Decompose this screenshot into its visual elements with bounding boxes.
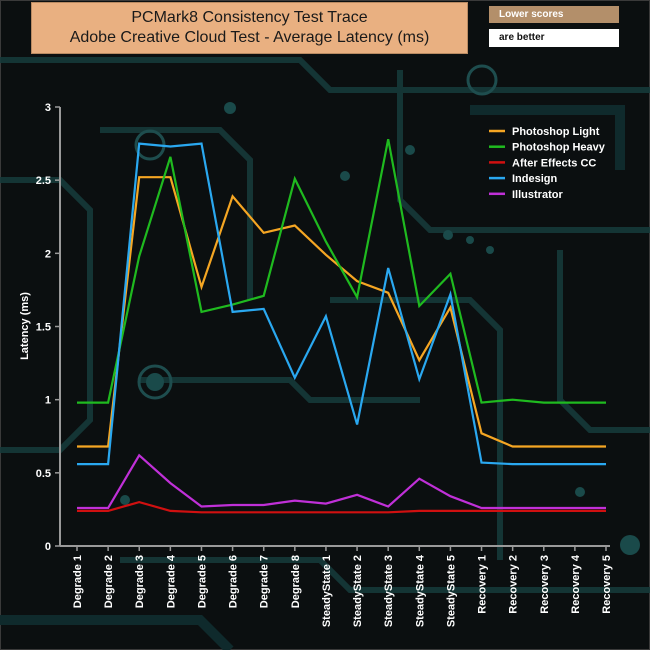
x-tick-label: SteadyState 1 bbox=[321, 555, 333, 627]
y-tick-label: 0 bbox=[45, 541, 51, 553]
x-tick-label: Recovery 2 bbox=[508, 555, 520, 614]
x-tick-label: Degrade 8 bbox=[290, 555, 302, 608]
chart-title-line-1: PCMark8 Consistency Test Trace bbox=[131, 9, 368, 26]
series-line-1 bbox=[77, 138, 606, 404]
legend-label: Indesign bbox=[512, 173, 558, 185]
x-tick-label: SteadyState 3 bbox=[383, 555, 395, 627]
x-tick-label: SteadyState 4 bbox=[414, 554, 426, 627]
note-are-better: are better bbox=[489, 29, 619, 47]
y-tick-label: 3 bbox=[45, 102, 51, 114]
legend: Photoshop Light Photoshop Heavy After Eff… bbox=[489, 126, 606, 201]
x-tick-label: Recovery 3 bbox=[539, 555, 551, 614]
series-lines bbox=[77, 138, 606, 514]
x-tick-label: Degrade 7 bbox=[259, 555, 271, 608]
note-lower-scores: Lower scores bbox=[489, 6, 619, 23]
legend-label: Photoshop Heavy bbox=[512, 142, 606, 154]
y-axis-ticks: 0 0.5 1 1.5 2 2.5 3 bbox=[36, 102, 60, 553]
x-tick-label: Degrade 5 bbox=[196, 555, 208, 608]
series-line-0 bbox=[77, 176, 606, 448]
x-axis-ticks: Degrade 1 Degrade 2 Degrade 3 Degrade 4 Degr… bbox=[72, 546, 613, 627]
series-line-4 bbox=[77, 453, 606, 510]
series-line-3 bbox=[77, 142, 606, 466]
chart-title-box: PCMark8 Consistency Test Trace Adobe Cre… bbox=[31, 2, 468, 54]
chart-title-line-2: Adobe Creative Cloud Test - Average Late… bbox=[69, 29, 430, 46]
x-tick-label: SteadyState 5 bbox=[445, 555, 457, 627]
x-tick-label: Degrade 2 bbox=[103, 555, 115, 608]
x-tick-label: Degrade 3 bbox=[134, 555, 146, 608]
x-tick-label: Recovery 4 bbox=[570, 554, 582, 614]
series-line-2 bbox=[77, 500, 606, 514]
x-tick-label: Degrade 4 bbox=[165, 554, 177, 608]
y-tick-label: 0.5 bbox=[36, 468, 51, 480]
x-tick-label: Degrade 1 bbox=[72, 555, 84, 608]
x-tick-label: Recovery 5 bbox=[601, 555, 613, 614]
legend-label: After Effects CC bbox=[512, 157, 596, 169]
x-tick-label: Recovery 1 bbox=[477, 555, 489, 614]
y-tick-label: 2.5 bbox=[36, 175, 51, 187]
x-tick-label: SteadyState 2 bbox=[352, 555, 364, 627]
legend-label: Illustrator bbox=[512, 189, 563, 201]
y-tick-label: 1.5 bbox=[36, 322, 51, 334]
x-tick-label: Degrade 6 bbox=[228, 555, 240, 608]
y-axis-label: Latency (ms) bbox=[19, 292, 31, 360]
y-tick-label: 2 bbox=[45, 248, 51, 260]
legend-label: Photoshop Light bbox=[512, 126, 600, 138]
y-tick-label: 1 bbox=[45, 395, 51, 407]
